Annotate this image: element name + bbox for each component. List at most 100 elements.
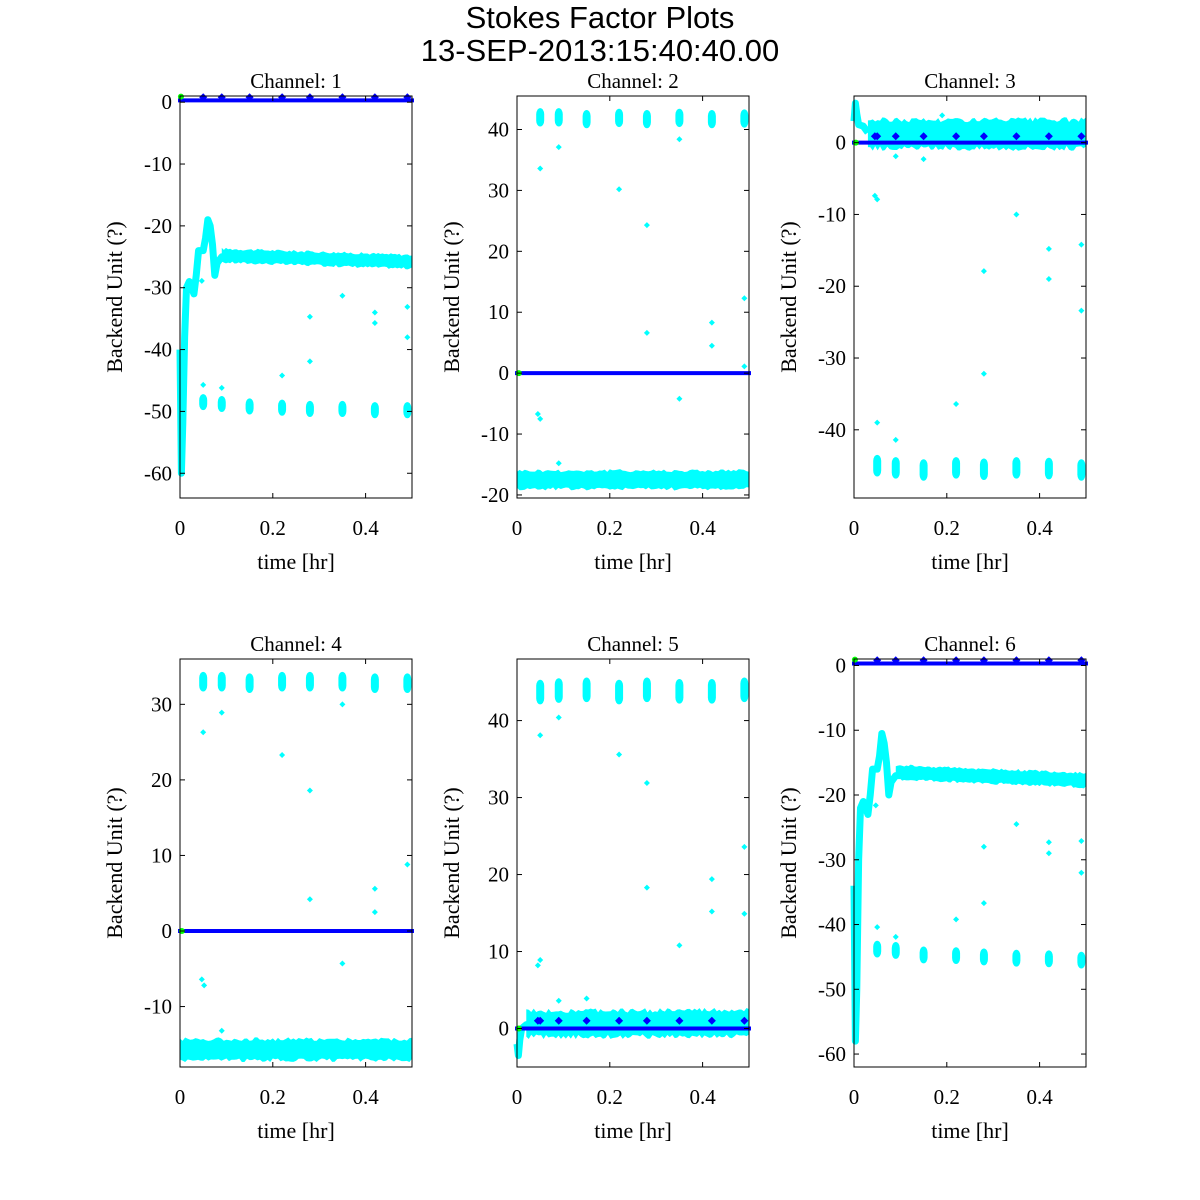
blue-marker-point: [245, 93, 254, 102]
x-axis-label: time [hr]: [257, 549, 335, 574]
subplot-channel-1: 0 0.2 0.4 0 -10 -20 -30 -40 -50 -60 Channel: 1 time…: [102, 69, 414, 574]
y-tick-label: -10: [144, 152, 172, 176]
cyan-outlier-point: [1045, 245, 1052, 252]
subplot-title: Channel: 2: [587, 69, 679, 93]
cyan-outlier-point: [371, 885, 378, 892]
y-tick-label: 10: [151, 843, 172, 867]
x-tick-label: 0.4: [1026, 1085, 1053, 1109]
cyan-outlier-point: [537, 165, 544, 172]
cyan-noise-band: [526, 1007, 749, 1040]
cyan-outlier-point: [920, 156, 927, 163]
cyan-outlier-point: [643, 329, 650, 336]
cyan-noise-band: [221, 247, 412, 270]
y-tick-label: 30: [488, 178, 509, 202]
y-tick-label: 20: [151, 768, 172, 792]
cyan-outlier-point: [1078, 241, 1085, 248]
y-tick-label: -60: [818, 1042, 846, 1066]
cyan-outlier-point: [1078, 837, 1085, 844]
y-tick-label: -10: [481, 422, 509, 446]
cyan-outlier-point: [676, 942, 683, 949]
cyan-cluster: [582, 677, 591, 703]
y-tick-label: 40: [488, 709, 509, 733]
figure-title: Stokes Factor Plots: [466, 0, 735, 35]
cyan-outlier-point: [741, 363, 748, 370]
cyan-cluster: [675, 108, 684, 128]
cyan-cluster: [615, 108, 624, 128]
x-tick-label: 0.4: [689, 516, 716, 540]
blue-marker-point: [1044, 132, 1053, 141]
y-axis-label: Backend Unit (?): [776, 221, 801, 373]
y-tick-label: -20: [481, 483, 509, 507]
blue-marker-point: [1012, 132, 1021, 141]
cyan-outlier-point: [306, 787, 313, 794]
cyan-cluster: [615, 679, 624, 705]
cyan-outlier-point: [1013, 821, 1020, 828]
subplot-title: Channel: 6: [924, 632, 1016, 656]
cyan-cluster: [403, 673, 412, 693]
cyan-cluster: [370, 402, 379, 419]
y-axis-label: Backend Unit (?): [439, 221, 464, 373]
x-tick-label: 0.2: [260, 1085, 286, 1109]
blue-marker-point: [979, 656, 988, 665]
cyan-outlier-point: [874, 196, 881, 203]
blue-marker-point: [199, 93, 208, 102]
x-tick-label: 0: [175, 516, 186, 540]
y-tick-label: -20: [144, 214, 172, 238]
cyan-outlier-point: [892, 933, 899, 940]
cyan-outlier-point: [404, 303, 411, 310]
blue-marker-point: [891, 656, 900, 665]
cyan-outlier-point: [643, 884, 650, 891]
data-layer: [178, 671, 414, 1063]
cyan-outlier-point: [892, 153, 899, 160]
y-tick-label: 10: [488, 940, 509, 964]
cyan-outlier-point: [708, 876, 715, 883]
axes-frame: [853, 658, 1087, 1068]
blue-marker-point: [338, 93, 347, 102]
blue-marker-point: [370, 93, 379, 102]
cyan-cluster: [707, 679, 716, 704]
cyan-outlier-point: [404, 334, 411, 341]
y-tick-label: -10: [818, 202, 846, 226]
data-layer: [850, 99, 1088, 481]
cyan-outlier-point: [279, 372, 286, 379]
blue-marker-point: [979, 132, 988, 141]
cyan-transient-line: [513, 1020, 532, 1059]
axes-frame: [179, 95, 413, 499]
x-tick-label: 0.4: [689, 1085, 716, 1109]
y-tick-label: -40: [144, 338, 172, 362]
x-tick-label: 0.4: [352, 516, 379, 540]
cyan-outlier-point: [939, 112, 946, 119]
y-tick-label: 0: [162, 90, 173, 114]
cyan-cluster: [1012, 457, 1021, 479]
cyan-outlier-point: [306, 358, 313, 365]
blue-marker-point: [1077, 132, 1086, 141]
cyan-transient-line: [850, 99, 871, 135]
cyan-outlier-point: [279, 751, 286, 758]
subplot-channel-2: 0 0.2 0.4 40 30 20 10 0 -10 -20 Channel: 2 time [hr…: [439, 69, 751, 574]
blue-marker-point: [1077, 656, 1086, 665]
cyan-outlier-point: [534, 410, 541, 417]
cyan-outlier-point: [404, 861, 411, 868]
axes-frame: [516, 95, 750, 499]
cyan-outlier-point: [892, 436, 899, 443]
cyan-outlier-point: [306, 313, 313, 320]
cyan-outlier-point: [537, 956, 544, 963]
x-tick-label: 0: [512, 516, 523, 540]
cyan-cluster: [891, 942, 900, 959]
cyan-cluster: [740, 677, 749, 703]
cyan-cluster: [873, 454, 882, 477]
cyan-cluster: [338, 400, 347, 417]
cyan-outlier-point: [1045, 850, 1052, 857]
subplot-channel-5: 0 0.2 0.4 40 30 20 10 0 Channel: 5 time [hr] Backe…: [439, 632, 751, 1143]
blue-marker-point: [675, 1016, 684, 1025]
blue-marker-point: [217, 93, 226, 102]
y-axis-label: Backend Unit (?): [439, 787, 464, 939]
cyan-noise-band: [180, 1037, 412, 1063]
blue-marker-point: [873, 132, 882, 141]
cyan-cluster: [642, 110, 651, 129]
cyan-outlier-point: [218, 709, 225, 716]
cyan-outlier-point: [339, 292, 346, 299]
y-tick-label: 40: [488, 118, 509, 142]
blue-marker-point: [536, 1016, 545, 1025]
